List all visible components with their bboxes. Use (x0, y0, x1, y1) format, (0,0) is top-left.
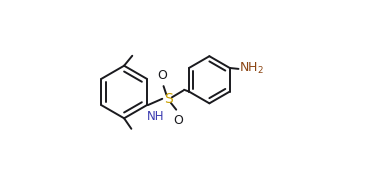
Text: S: S (164, 92, 173, 106)
Text: NH: NH (147, 110, 164, 123)
Text: O: O (173, 114, 183, 127)
Text: O: O (157, 69, 167, 82)
Text: NH$_2$: NH$_2$ (239, 61, 264, 76)
